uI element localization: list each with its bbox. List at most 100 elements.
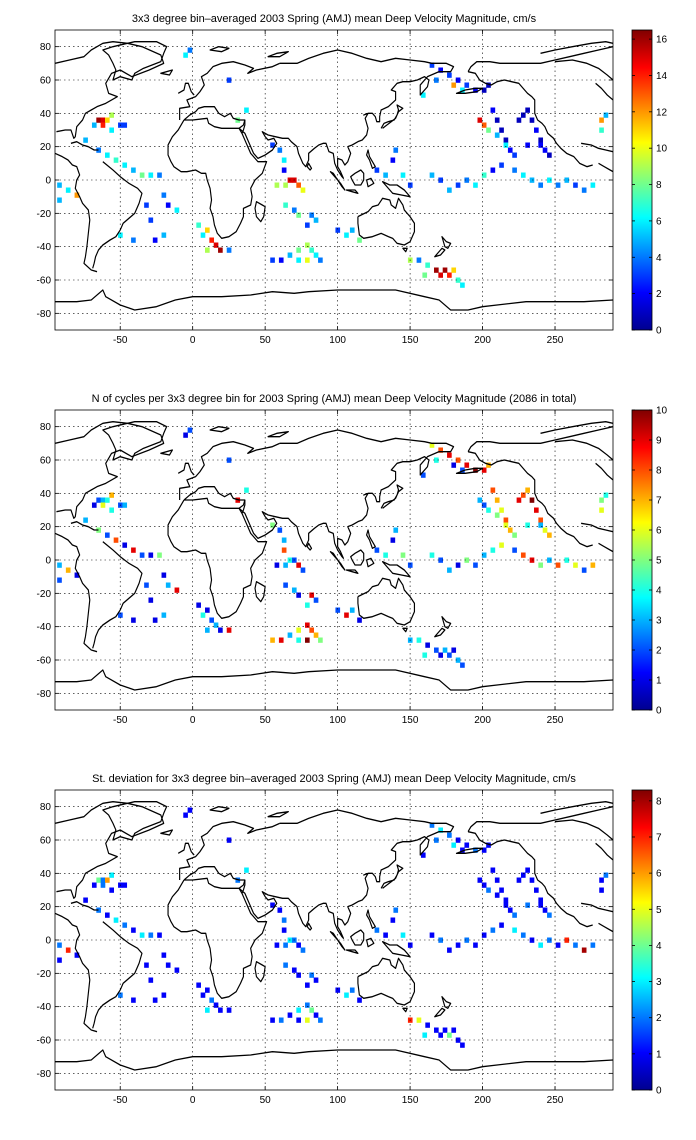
bin-cell (464, 557, 470, 563)
bin-cell (538, 562, 544, 568)
bin-cell (499, 507, 504, 513)
panel-title: 3x3 degree bin–averaged 2003 Spring (AMJ… (132, 13, 537, 25)
bin-cell (305, 1017, 310, 1023)
bin-cell (278, 637, 284, 643)
bin-cell (57, 562, 62, 568)
y-tick-label: -80 (37, 689, 52, 700)
bin-cell (464, 82, 470, 88)
bin-cell (390, 537, 396, 543)
bin-cell (100, 502, 106, 508)
colorbar-tick-label: 2 (656, 1013, 662, 1024)
bin-cell (244, 107, 249, 113)
bin-cell (455, 182, 461, 188)
x-tick-label: -50 (113, 335, 128, 346)
bin-cell (305, 622, 310, 628)
bin-cell (281, 927, 287, 933)
bin-cell (438, 67, 443, 73)
bin-cell (287, 1012, 293, 1018)
bin-cell (529, 557, 535, 563)
bin-cell (183, 432, 188, 438)
bin-cell (473, 942, 478, 948)
bin-cell (599, 127, 604, 133)
bin-cell (96, 527, 101, 533)
coastline (55, 420, 613, 691)
bin-cell (555, 182, 561, 188)
bin-cell (349, 227, 355, 233)
bin-cell (400, 932, 406, 938)
bin-cell (477, 877, 483, 883)
bin-cell (277, 527, 283, 533)
bin-cell (109, 887, 114, 893)
bin-cell (490, 547, 496, 553)
bin-cell (573, 942, 578, 948)
bin-cell (296, 257, 301, 263)
bin-cell (538, 902, 544, 908)
bin-cell (226, 457, 232, 463)
y-tick-label: 80 (40, 42, 52, 53)
colorbar-tick-label: 10 (656, 406, 668, 417)
x-tick-label: 50 (260, 715, 272, 726)
bin-cell (407, 942, 413, 948)
bin-cell (305, 982, 310, 988)
bin-cell (209, 237, 215, 243)
bin-cell (309, 1007, 315, 1013)
bin-cell (174, 207, 180, 213)
bin-cell (139, 932, 145, 938)
bin-cell (512, 152, 517, 158)
bin-cell (447, 187, 452, 193)
bin-cell (538, 142, 544, 148)
bin-cell (305, 602, 310, 608)
bin-cell (349, 607, 355, 613)
x-tick-label: 250 (547, 715, 564, 726)
bin-cell (109, 112, 114, 118)
bin-cell (281, 157, 287, 163)
y-tick-label: 40 (40, 489, 52, 500)
x-tick-label: 200 (474, 1095, 491, 1106)
bin-cell (305, 257, 310, 263)
bin-cell (520, 112, 526, 118)
bin-cell (161, 232, 167, 238)
x-tick-label: -50 (113, 715, 128, 726)
bin-cell (420, 472, 426, 478)
bin-cell (65, 947, 71, 953)
bin-cell (270, 902, 275, 908)
bin-cell (481, 122, 487, 128)
bin-cell (309, 972, 315, 978)
bin-cell (547, 937, 552, 943)
bin-cell (313, 632, 319, 638)
bin-cell (447, 567, 452, 573)
bin-cell (57, 197, 62, 203)
bin-cell (447, 452, 452, 458)
bin-cell (274, 562, 280, 568)
bin-cell (590, 182, 596, 188)
bin-cell (438, 937, 443, 943)
bin-cell (393, 147, 399, 153)
bin-cell (287, 252, 293, 258)
bin-cell (226, 247, 232, 253)
bin-cell (74, 192, 80, 198)
bin-cell (503, 142, 509, 148)
bin-cell (100, 882, 106, 888)
bin-cell (542, 527, 548, 533)
x-tick-label: 0 (190, 335, 196, 346)
bin-cell (296, 972, 301, 978)
bin-cell (270, 522, 275, 528)
bin-cell (455, 657, 461, 663)
bin-cell (335, 607, 341, 613)
bin-cell (357, 617, 362, 623)
bin-cell (599, 117, 604, 123)
bin-cell (429, 62, 435, 68)
bin-cell (278, 257, 284, 263)
bin-cell (100, 497, 106, 503)
x-tick-label: 150 (402, 1095, 419, 1106)
bin-cell (455, 1037, 461, 1043)
colorbar-tick-label: 8 (656, 796, 662, 807)
bin-cell (547, 177, 552, 183)
x-tick-label: 0 (190, 1095, 196, 1106)
colorbar-tick-label: 9 (656, 436, 662, 447)
bin-cell (96, 147, 101, 153)
colorbar-tick-label: 10 (656, 144, 668, 155)
bin-cell (503, 897, 509, 903)
bin-cell (416, 1017, 422, 1023)
y-tick-label: 0 (45, 176, 51, 187)
